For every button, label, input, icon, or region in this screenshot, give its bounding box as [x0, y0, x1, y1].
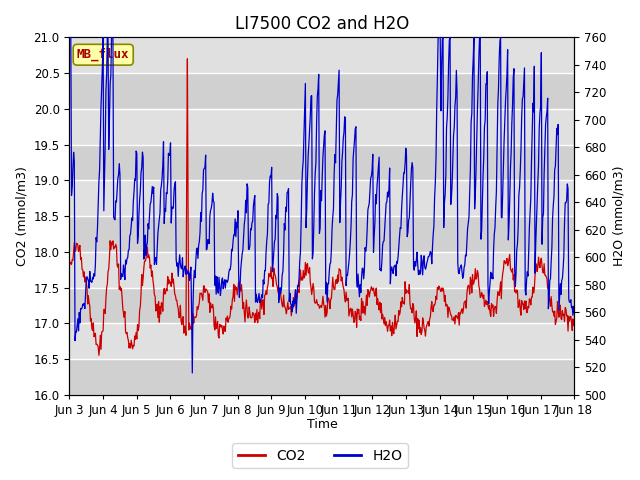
- Bar: [69, 359, 574, 395]
- Y-axis label: CO2 (mmol/m3): CO2 (mmol/m3): [15, 166, 28, 266]
- Bar: [69, 109, 574, 144]
- Bar: [69, 216, 574, 252]
- Bar: [69, 288, 574, 324]
- Bar: [69, 37, 574, 73]
- Bar: [69, 324, 574, 359]
- Bar: [69, 144, 574, 180]
- Bar: [69, 252, 574, 288]
- Legend: CO2, H2O: CO2, H2O: [232, 443, 408, 468]
- Bar: [69, 73, 574, 109]
- Text: MB_flux: MB_flux: [77, 48, 129, 61]
- Title: LI7500 CO2 and H2O: LI7500 CO2 and H2O: [235, 15, 409, 33]
- X-axis label: Time: Time: [307, 419, 337, 432]
- Y-axis label: H2O (mmol/m3): H2O (mmol/m3): [612, 166, 625, 266]
- Bar: [69, 180, 574, 216]
